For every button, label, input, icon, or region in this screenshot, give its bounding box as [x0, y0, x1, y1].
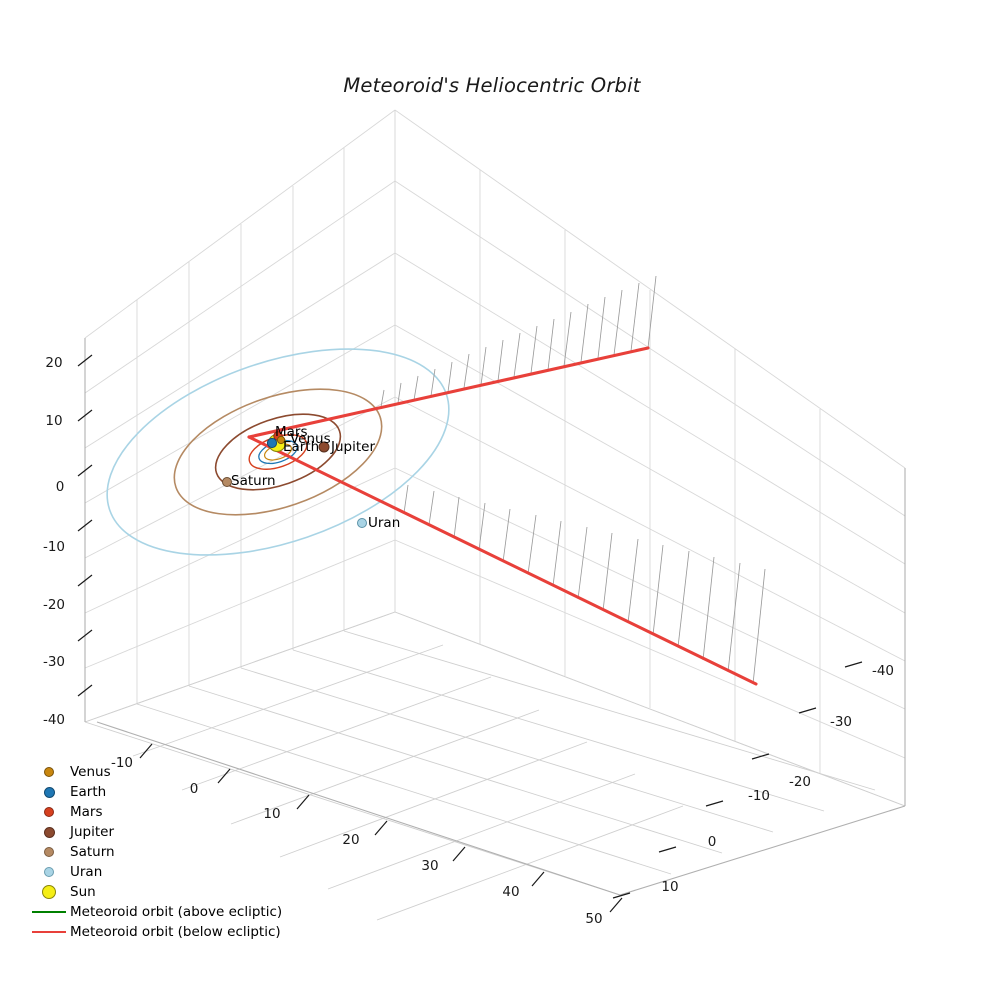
sun-dot-icon [30, 885, 68, 899]
marker-uranus [357, 518, 367, 528]
legend-item-mars[interactable]: Mars [30, 802, 300, 822]
label-earth: Earth [283, 439, 320, 455]
meteoroid-droplines-upper [380, 275, 657, 408]
z-tick-10: 10 [45, 413, 63, 429]
jupiter-dot-icon [30, 826, 68, 838]
x-tick-50: 50 [585, 911, 603, 927]
page-title: Meteoroid's Heliocentric Orbit [343, 74, 641, 97]
legend: Venus Earth Mars Jupiter Saturn [30, 762, 300, 942]
legend-item-uran[interactable]: Uran [30, 862, 300, 882]
x-tick-20: 20 [342, 832, 360, 848]
y-tick-n30: -30 [829, 714, 853, 730]
y-tick-10: 10 [661, 879, 679, 895]
planet-markers [222, 431, 367, 528]
red-line-icon [30, 930, 68, 934]
z-tick-20: 20 [45, 355, 63, 371]
label-saturn: Saturn [231, 473, 276, 489]
orbit-saturn [173, 388, 383, 516]
meteoroid-orbit-track [247, 346, 758, 686]
legend-item-venus[interactable]: Venus [30, 762, 300, 782]
legend-item-jupiter[interactable]: Jupiter [30, 822, 300, 842]
tick-marks-x [139, 743, 623, 913]
grid-floor [84, 611, 906, 921]
venus-dot-icon [30, 767, 68, 777]
marker-venus [276, 435, 286, 445]
x-tick-10: 10 [263, 806, 281, 822]
legend-item-saturn[interactable]: Saturn [30, 842, 300, 862]
x-tick-0: 0 [189, 781, 199, 797]
legend-label-sun: Sun [70, 884, 96, 900]
saturn-dot-icon [30, 847, 68, 857]
grid-wall-right [394, 109, 906, 807]
legend-item-orbit-below[interactable]: Meteoroid orbit (below ecliptic) [30, 922, 300, 942]
axis-spines [84, 338, 906, 896]
legend-item-orbit-above[interactable]: Meteoroid orbit (above ecliptic) [30, 902, 300, 922]
legend-label-orbit-below: Meteoroid orbit (below ecliptic) [70, 924, 281, 940]
legend-label-saturn: Saturn [70, 844, 115, 860]
pane-back-left [85, 110, 395, 722]
legend-item-sun[interactable]: Sun [30, 882, 300, 902]
legend-label-earth: Earth [70, 784, 107, 800]
z-tick-n30: -30 [42, 654, 66, 670]
earth-dot-icon [30, 786, 68, 798]
uranus-dot-icon [30, 867, 68, 877]
y-tick-0: 0 [707, 834, 717, 850]
green-line-icon [30, 910, 68, 914]
z-tick-n40: -40 [42, 712, 66, 728]
mars-dot-icon [30, 807, 68, 817]
y-tick-n20: -20 [788, 774, 812, 790]
label-uran: Uran [368, 515, 401, 531]
y-tick-n40: -40 [871, 663, 895, 679]
x-tick-40: 40 [502, 884, 520, 900]
legend-label-orbit-above: Meteoroid orbit (above ecliptic) [70, 904, 283, 920]
x-tick-n10: -10 [110, 755, 134, 771]
marker-saturn [222, 477, 232, 487]
tick-marks-z [77, 354, 93, 697]
z-tick-n20: -20 [42, 597, 66, 613]
legend-label-uran: Uran [70, 864, 103, 880]
tick-marks-y [612, 661, 863, 899]
label-venus: Venus [290, 431, 331, 447]
label-mars: Mars [275, 424, 308, 440]
orbit-jupiter [214, 413, 342, 491]
y-tick-n10: -10 [747, 788, 771, 804]
marker-earth [266, 437, 278, 449]
legend-label-jupiter: Jupiter [70, 824, 115, 840]
label-jupiter: Jupiter [331, 439, 376, 455]
legend-label-venus: Venus [70, 764, 111, 780]
legend-item-earth[interactable]: Earth [30, 782, 300, 802]
z-tick-n10: -10 [42, 539, 66, 555]
legend-label-mars: Mars [70, 804, 103, 820]
marker-jupiter [318, 441, 330, 453]
x-tick-30: 30 [421, 858, 439, 874]
meteoroid-droplines-lower [403, 484, 766, 685]
z-tick-0: 0 [55, 479, 65, 495]
